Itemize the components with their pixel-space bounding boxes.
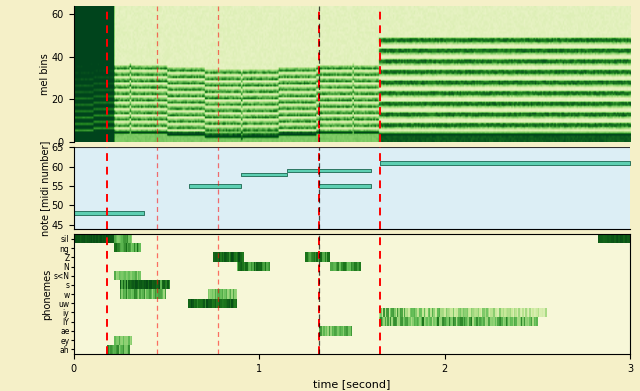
X-axis label: time [second]: time [second]: [314, 379, 390, 389]
Y-axis label: phonemes: phonemes: [42, 269, 52, 320]
Y-axis label: mel bins: mel bins: [40, 53, 50, 95]
Y-axis label: note [midi number]: note [midi number]: [40, 140, 50, 236]
